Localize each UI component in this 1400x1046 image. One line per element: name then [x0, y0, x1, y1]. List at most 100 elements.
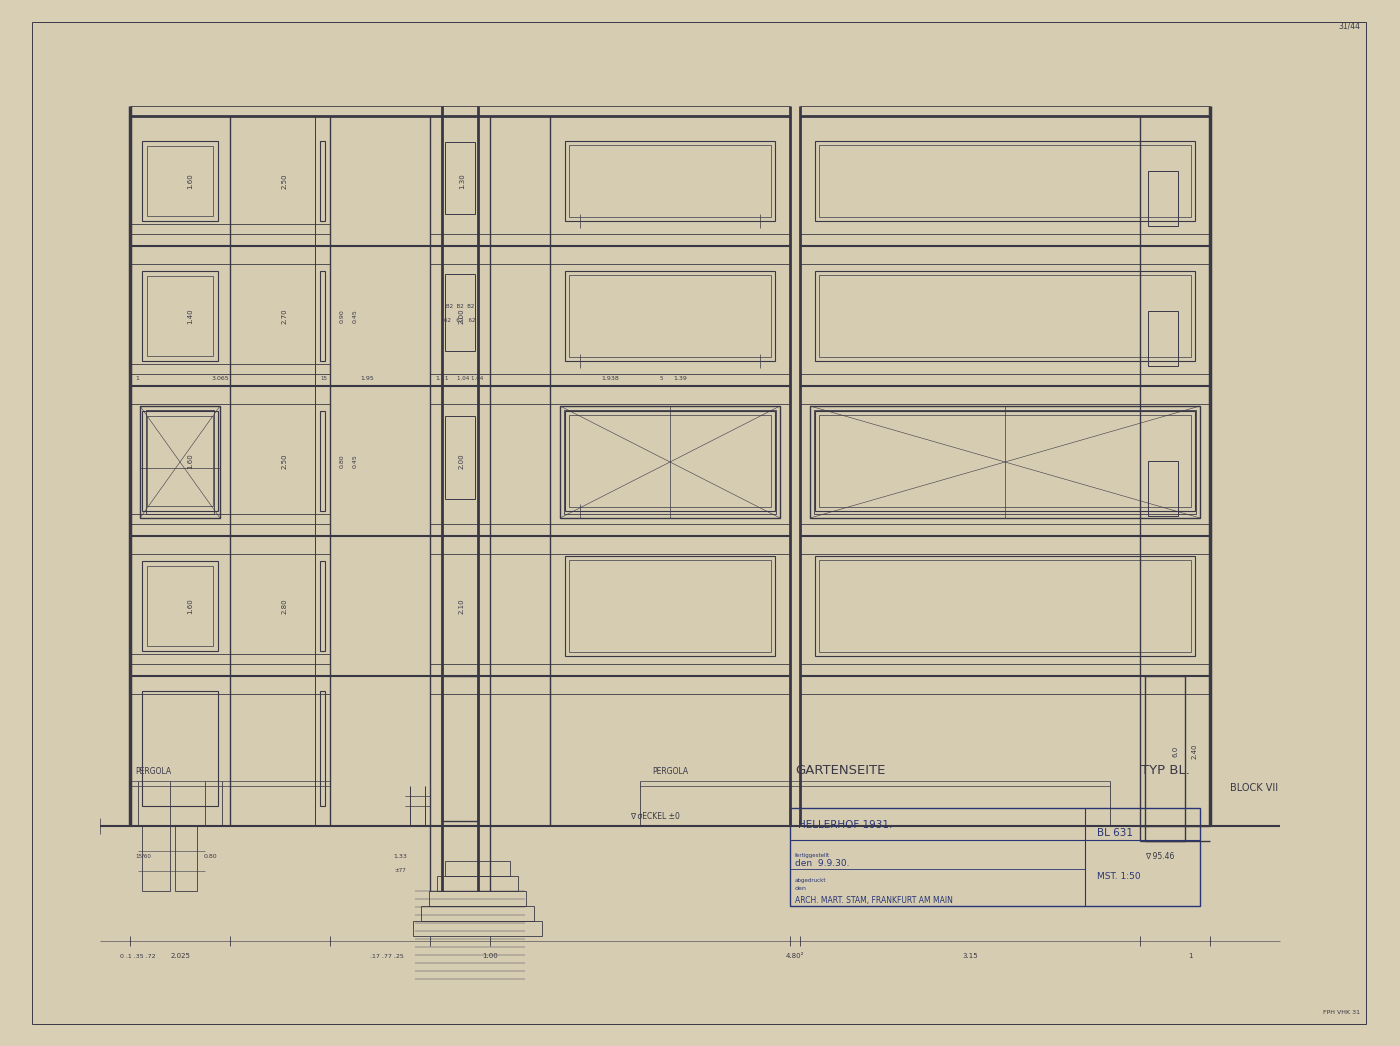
Text: 6.0: 6.0 [1172, 746, 1177, 756]
Text: den  9.9.30.: den 9.9.30. [795, 860, 850, 868]
Bar [321, 691, 325, 806]
Text: 31/44: 31/44 [1338, 22, 1359, 30]
Bar [566, 271, 776, 361]
Bar [566, 411, 776, 511]
Bar [321, 411, 325, 511]
Bar [815, 556, 1196, 656]
Text: fertiggestellt: fertiggestellt [795, 852, 830, 858]
Bar [815, 271, 1196, 361]
Text: ∇ 95.46: ∇ 95.46 [1145, 851, 1175, 861]
Text: 0.90: 0.90 [339, 310, 344, 323]
Text: den: den [795, 886, 806, 891]
Bar [811, 406, 1200, 518]
Bar [141, 826, 169, 891]
Bar [147, 416, 213, 506]
Bar [413, 920, 542, 936]
Text: 0.45: 0.45 [353, 454, 357, 468]
Bar [321, 271, 325, 361]
Bar [175, 826, 197, 891]
Text: 2.00: 2.00 [459, 453, 465, 469]
Text: 1.04 1.04: 1.04 1.04 [456, 376, 483, 381]
Text: 1.95: 1.95 [360, 376, 374, 381]
Text: 0.45: 0.45 [353, 310, 357, 323]
Bar [1148, 461, 1177, 516]
Text: 0.80: 0.80 [339, 454, 344, 468]
Text: 2.50: 2.50 [281, 174, 288, 188]
Text: 3.065: 3.065 [211, 376, 228, 381]
Bar [141, 271, 218, 361]
Text: BLOCK VII: BLOCK VII [1231, 783, 1278, 793]
Bar [819, 275, 1191, 357]
Bar [147, 566, 213, 646]
Bar [568, 145, 771, 217]
Text: HELLERHOF 1931.: HELLERHOF 1931. [798, 820, 892, 829]
Bar [568, 415, 771, 507]
Bar [790, 808, 1200, 906]
Bar [1148, 170, 1177, 226]
Text: .17 .77 .25: .17 .77 .25 [370, 954, 403, 958]
Bar [421, 906, 533, 920]
Bar [147, 146, 213, 217]
Text: PERGOLA: PERGOLA [652, 767, 687, 775]
Text: ∇ σECKEL ±0: ∇ σECKEL ±0 [630, 812, 680, 820]
Text: 4.80²: 4.80² [785, 953, 804, 959]
Bar [321, 141, 325, 221]
Text: ±77: ±77 [395, 868, 406, 873]
Text: 15: 15 [321, 376, 328, 381]
Bar [146, 410, 214, 514]
Text: 2.00: 2.00 [459, 309, 465, 324]
Text: 1: 1 [134, 376, 139, 381]
Text: 1.60: 1.60 [188, 174, 193, 189]
Text: GARTENSEITE: GARTENSEITE [795, 764, 885, 776]
Text: 2.40: 2.40 [1191, 744, 1198, 758]
Text: PERGOLA: PERGOLA [134, 767, 171, 775]
Bar [819, 145, 1191, 217]
Bar [815, 411, 1196, 511]
Bar [819, 560, 1191, 652]
Text: 0.80: 0.80 [203, 854, 217, 859]
Text: 1.938: 1.938 [601, 376, 619, 381]
Text: abgedruckt: abgedruckt [795, 878, 826, 883]
Text: BL 631: BL 631 [1098, 827, 1134, 838]
Bar [566, 556, 776, 656]
Bar [147, 276, 213, 356]
Text: 2.70: 2.70 [281, 309, 288, 324]
Bar [1145, 676, 1184, 841]
Text: 1: 1 [1187, 953, 1193, 959]
Bar [566, 141, 776, 221]
Bar [560, 406, 780, 518]
Bar [445, 142, 475, 213]
Bar [141, 691, 218, 806]
Text: 2.50: 2.50 [281, 453, 288, 469]
Bar [442, 676, 477, 821]
Bar [564, 410, 776, 514]
Text: 1.60: 1.60 [188, 453, 193, 469]
Bar [568, 560, 771, 652]
Text: 2.025: 2.025 [169, 953, 190, 959]
Bar [141, 411, 218, 511]
Bar [1148, 311, 1177, 366]
Bar [568, 275, 771, 357]
Bar [140, 406, 220, 518]
Text: FPH VHK 31: FPH VHK 31 [1323, 1010, 1359, 1016]
Bar [141, 141, 218, 221]
Bar [445, 416, 475, 499]
Bar [428, 891, 526, 906]
Text: 1.33: 1.33 [393, 854, 407, 859]
Text: 3.15: 3.15 [962, 953, 977, 959]
Text: 1.60: 1.60 [188, 598, 193, 614]
Bar [141, 561, 218, 651]
Text: TYP BL.: TYP BL. [1141, 764, 1190, 776]
Text: MST. 1:50: MST. 1:50 [1098, 872, 1141, 881]
Text: 62   62   62: 62 62 62 [444, 318, 476, 323]
Text: ARCH. MART. STAM, FRANKFURT AM MAIN: ARCH. MART. STAM, FRANKFURT AM MAIN [795, 896, 953, 906]
Text: 2.80: 2.80 [281, 598, 288, 614]
Bar [445, 274, 475, 351]
Bar [445, 861, 510, 876]
Text: 1.30: 1.30 [459, 174, 465, 189]
Bar [321, 561, 325, 651]
Text: 1.40: 1.40 [188, 309, 193, 324]
Bar [437, 876, 518, 891]
Text: 1.39: 1.39 [673, 376, 687, 381]
Bar [813, 410, 1196, 514]
